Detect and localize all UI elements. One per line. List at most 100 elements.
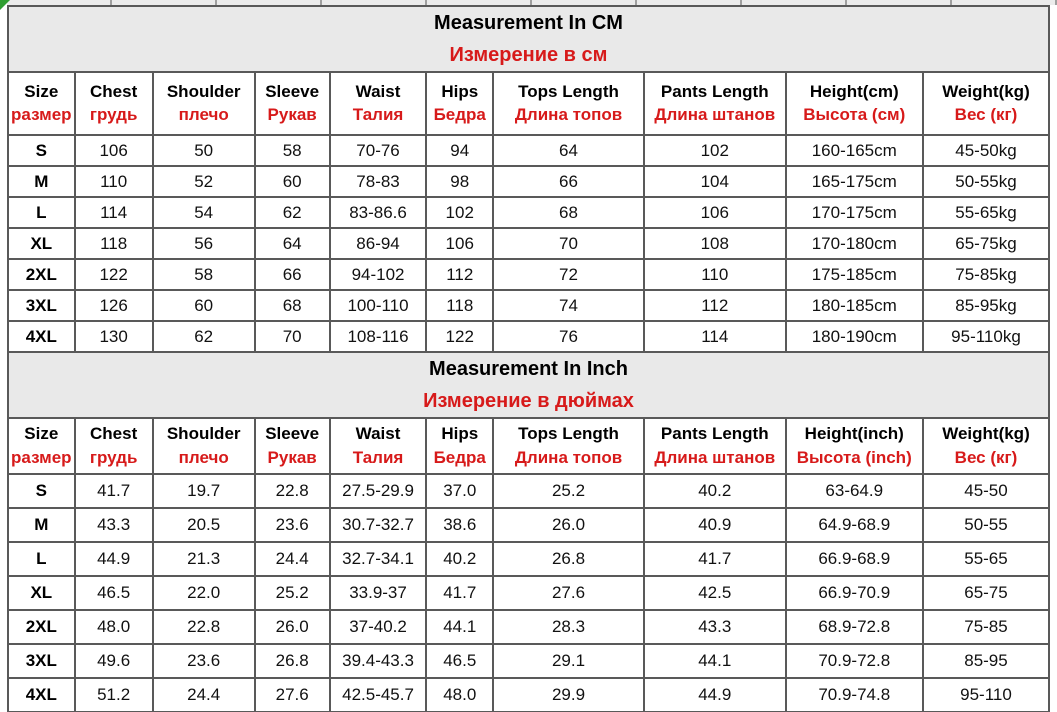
measurement-inch-table: Measurement In Inch Измерение в дюймах S… xyxy=(7,351,1051,712)
cm-title-ru: Измерение в см xyxy=(449,44,608,66)
table-row: 2XL 122 58 66 94-102 112 72 110 175-185cm 75-85kg xyxy=(7,258,1051,291)
table-row: 2XL 48.0 22.8 26.0 37-40.2 44.1 28.3 43.3 68.9-7… xyxy=(7,609,1051,645)
column-header: Sleeve Рукав xyxy=(253,71,331,136)
value-cell: 54 xyxy=(151,196,256,229)
value-cell: 28.3 xyxy=(492,609,645,645)
value-cell: 42.5 xyxy=(642,575,787,611)
value-cell: 26.0 xyxy=(253,609,331,645)
value-cell: 49.6 xyxy=(73,643,154,679)
inch-title-row: Measurement In Inch Измерение в дюймах xyxy=(7,351,1050,419)
size-cell: 2XL xyxy=(7,609,76,645)
table-row: M 43.3 20.5 23.6 30.7-32.7 38.6 26.0 40.9 64.9-6… xyxy=(7,507,1051,543)
value-cell: 52 xyxy=(151,165,256,198)
size-cell: XL xyxy=(7,575,76,611)
column-header-ru: грудь xyxy=(89,447,138,467)
value-cell: 50-55kg xyxy=(921,165,1051,198)
column-header-ru: Вес (кг) xyxy=(954,447,1018,467)
value-cell: 45-50kg xyxy=(921,134,1051,167)
size-cell: M xyxy=(7,165,76,198)
column-header: Waist Талия xyxy=(328,71,428,136)
value-cell: 70 xyxy=(492,227,645,260)
value-cell: 76 xyxy=(492,320,645,353)
value-cell: 102 xyxy=(425,196,495,229)
column-header-en: Height(cm) xyxy=(809,81,899,101)
value-cell: 64 xyxy=(492,134,645,167)
value-cell: 46.5 xyxy=(73,575,154,611)
size-cell: XL xyxy=(7,227,76,260)
value-cell: 44.9 xyxy=(642,677,787,712)
value-cell: 112 xyxy=(642,289,787,322)
column-header-ru: Вес (кг) xyxy=(954,105,1018,125)
column-header-ru: Высота (inch) xyxy=(796,447,912,467)
cm-title-cell: Measurement In CM Измерение в см xyxy=(7,5,1050,73)
column-header-ru: грудь xyxy=(89,105,138,125)
value-cell: 22.0 xyxy=(151,575,256,611)
value-cell: 26.8 xyxy=(492,541,645,577)
value-cell: 46.5 xyxy=(425,643,495,679)
size-cell: 3XL xyxy=(7,643,76,679)
column-header: Pants Length Длина штанов xyxy=(642,417,787,475)
value-cell: 25.2 xyxy=(492,473,645,509)
value-cell: 110 xyxy=(73,165,154,198)
value-cell: 41.7 xyxy=(425,575,495,611)
column-header: Weight(kg) Вес (кг) xyxy=(921,71,1051,136)
value-cell: 175-185cm xyxy=(784,258,924,291)
value-cell: 106 xyxy=(73,134,154,167)
table-row: L 114 54 62 83-86.6 102 68 106 170-175cm 55-65kg xyxy=(7,196,1051,229)
table-row: XL 46.5 22.0 25.2 33.9-37 41.7 27.6 42.5 66.9-70… xyxy=(7,575,1051,611)
column-header-en: Hips xyxy=(441,81,479,101)
value-cell: 29.9 xyxy=(492,677,645,712)
value-cell: 25.2 xyxy=(253,575,331,611)
value-cell: 27.6 xyxy=(492,575,645,611)
value-cell: 33.9-37 xyxy=(328,575,428,611)
column-header-ru: Длина штанов xyxy=(654,447,776,467)
value-cell: 39.4-43.3 xyxy=(328,643,428,679)
value-cell: 114 xyxy=(642,320,787,353)
value-cell: 48.0 xyxy=(425,677,495,712)
value-cell: 27.5-29.9 xyxy=(328,473,428,509)
column-header-en: Tops Length xyxy=(518,81,619,101)
value-cell: 22.8 xyxy=(253,473,331,509)
value-cell: 24.4 xyxy=(253,541,331,577)
column-header-en: Waist xyxy=(355,81,401,101)
value-cell: 98 xyxy=(425,165,495,198)
value-cell: 19.7 xyxy=(151,473,256,509)
value-cell: 23.6 xyxy=(151,643,256,679)
value-cell: 85-95kg xyxy=(921,289,1051,322)
value-cell: 100-110 xyxy=(328,289,428,322)
value-cell: 86-94 xyxy=(328,227,428,260)
table-row: L 44.9 21.3 24.4 32.7-34.1 40.2 26.8 41.7 66.9-6… xyxy=(7,541,1051,577)
value-cell: 27.6 xyxy=(253,677,331,712)
value-cell: 55-65kg xyxy=(921,196,1051,229)
value-cell: 70 xyxy=(253,320,331,353)
value-cell: 94-102 xyxy=(328,258,428,291)
value-cell: 37.0 xyxy=(425,473,495,509)
column-header-ru: Бедра xyxy=(433,447,486,467)
column-header-ru: Талия xyxy=(352,105,404,125)
value-cell: 95-110kg xyxy=(921,320,1051,353)
column-header: Tops Length Длина топов xyxy=(492,417,645,475)
value-cell: 85-95 xyxy=(921,643,1051,679)
table-row: 3XL 126 60 68 100-110 118 74 112 180-185cm 85-95k… xyxy=(7,289,1051,322)
value-cell: 66 xyxy=(492,165,645,198)
value-cell: 43.3 xyxy=(642,609,787,645)
cm-table-body: S 106 50 58 70-76 94 64 102 160-165cm 45-50kg M 110… xyxy=(7,134,1051,353)
value-cell: 72 xyxy=(492,258,645,291)
table-row: S 106 50 58 70-76 94 64 102 160-165cm 45-50kg xyxy=(7,134,1051,167)
value-cell: 94 xyxy=(425,134,495,167)
value-cell: 118 xyxy=(425,289,495,322)
value-cell: 66 xyxy=(253,258,331,291)
value-cell: 29.1 xyxy=(492,643,645,679)
column-header-en: Hips xyxy=(441,424,479,444)
column-header: Height(cm) Высота (см) xyxy=(784,71,924,136)
value-cell: 38.6 xyxy=(425,507,495,543)
column-header-ru: Рукав xyxy=(267,447,317,467)
value-cell: 68 xyxy=(492,196,645,229)
value-cell: 42.5-45.7 xyxy=(328,677,428,712)
column-header: Size размер xyxy=(7,417,76,475)
value-cell: 95-110 xyxy=(921,677,1051,712)
value-cell: 68 xyxy=(253,289,331,322)
cm-title-en: Measurement In CM xyxy=(434,12,623,34)
cm-header-row: Size размер Chest грудь Shoulder плечо Sleeve Р… xyxy=(7,71,1051,136)
column-header-ru: размер xyxy=(11,105,72,125)
